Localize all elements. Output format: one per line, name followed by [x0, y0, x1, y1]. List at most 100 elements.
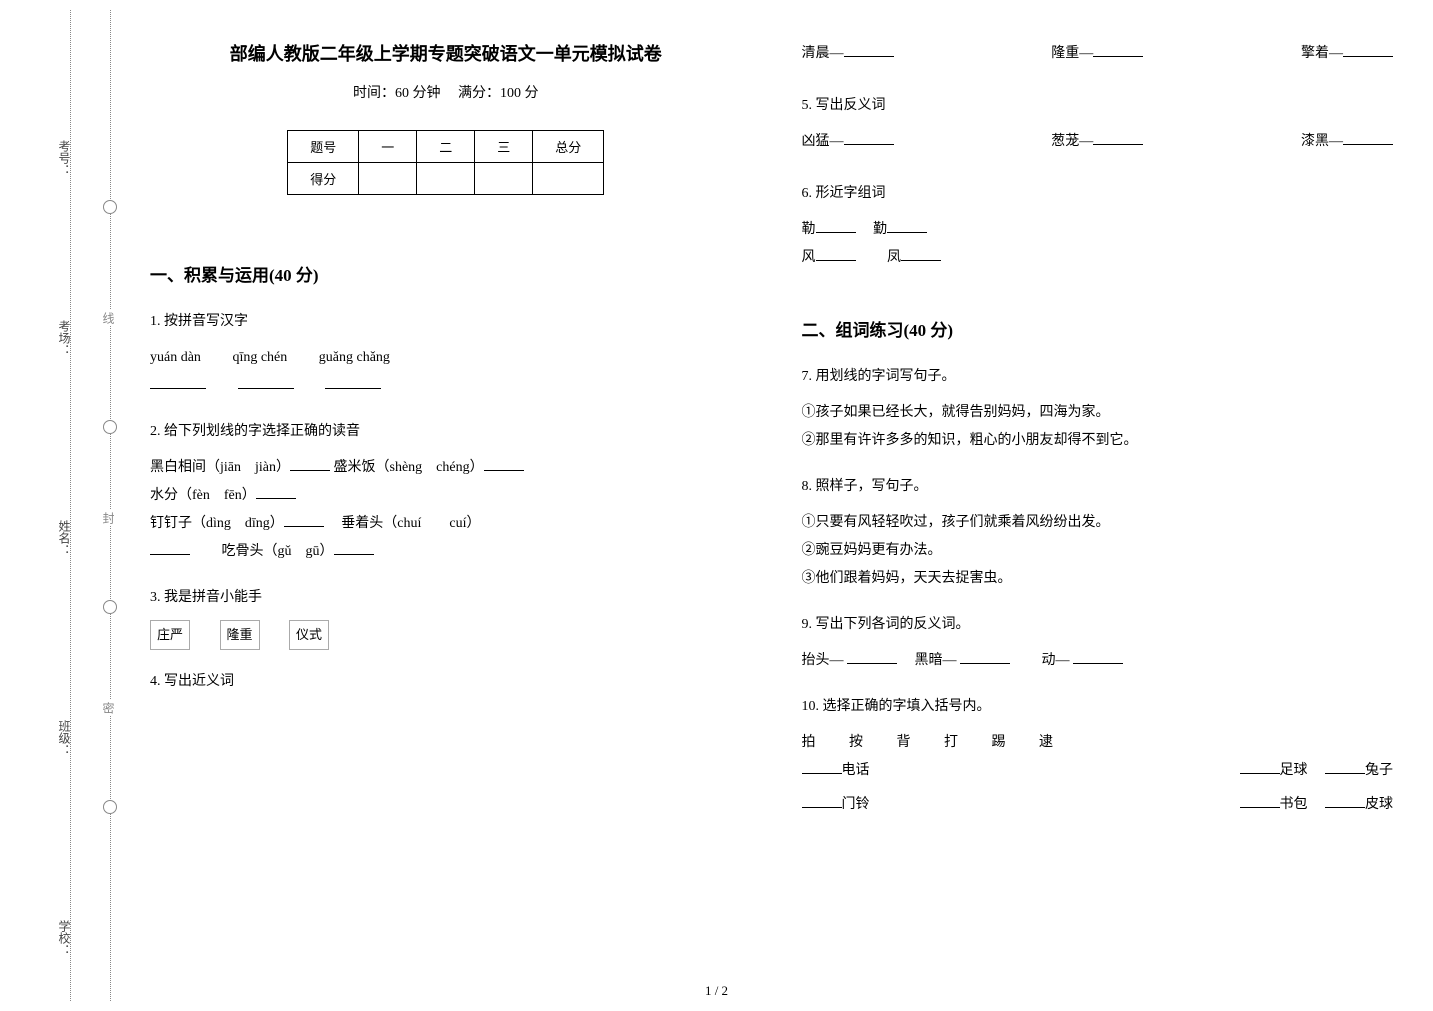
answer-blank	[1093, 131, 1143, 145]
question-4-items: 清晨— 隆重— 擎着—	[802, 40, 1394, 74]
q7-title: 7. 用划线的字词写句子。	[802, 363, 1394, 391]
answer-blank	[1240, 760, 1280, 774]
q6-char: 勒	[802, 222, 816, 237]
answer-blank	[901, 247, 941, 261]
seal-label: 密	[100, 700, 117, 716]
score-row-label: 得分	[288, 163, 359, 195]
q10-char: 背	[897, 729, 911, 757]
q6-char: 凤	[887, 250, 901, 265]
question-3: 3. 我是拼音小能手 庄严 隆重 仪式	[150, 584, 742, 650]
binding-circle	[103, 600, 117, 614]
answer-blank	[150, 541, 190, 555]
q10-char-bank: 拍 按 背 打 踢 逮	[802, 729, 1394, 757]
score-cell	[533, 163, 604, 195]
q10-word: 门铃	[842, 797, 870, 812]
answer-blank	[844, 131, 894, 145]
question-2: 2. 给下列划线的字选择正确的读音 黑白相间（jiān jiàn） 盛米饭（sh…	[150, 418, 742, 566]
answer-blank	[1343, 131, 1393, 145]
answer-blank	[1325, 760, 1365, 774]
q10-word: 电话	[842, 763, 870, 778]
left-column: 部编人教版二年级上学期专题突破语文一单元模拟试卷 时间：60 分钟 满分：100…	[150, 40, 742, 971]
score-col: 总分	[533, 131, 604, 163]
q4-item: 清晨—	[802, 46, 844, 61]
q10-title: 10. 选择正确的字填入括号内。	[802, 693, 1394, 721]
binding-circle	[103, 420, 117, 434]
field-school: 学校：	[56, 920, 73, 956]
binding-circle	[103, 800, 117, 814]
q4-item: 隆重—	[1051, 46, 1093, 61]
table-row: 得分	[288, 163, 604, 195]
answer-blank	[802, 760, 842, 774]
section-2-heading: 二、组词练习(40 分)	[802, 316, 1394, 341]
q8-line: ③他们跟着妈妈，天天去捉害虫。	[802, 565, 1394, 593]
q2-item: 吃骨头（gǔ gū）	[222, 544, 334, 559]
exam-title: 部编人教版二年级上学期专题突破语文一单元模拟试卷	[150, 40, 742, 66]
q2-item: 垂着头（chuí cuí）	[341, 516, 480, 531]
q7-line: ②那里有许许多多的知识，粗心的小朋友却得不到它。	[802, 427, 1394, 455]
answer-blank	[325, 375, 381, 389]
score-cell	[417, 163, 475, 195]
answer-blank	[334, 541, 374, 555]
page-number: 1 / 2	[0, 983, 1433, 999]
question-9: 9. 写出下列各词的反义词。 抬头— 黑暗— 动—	[802, 611, 1394, 675]
question-7: 7. 用划线的字词写句子。 ①孩子如果已经长大，就得告别妈妈，四海为家。 ②那里…	[802, 363, 1394, 455]
answer-blank	[1093, 43, 1143, 57]
answer-blank	[816, 219, 856, 233]
seal-label: 线	[100, 310, 117, 326]
score-col: 一	[359, 131, 417, 163]
field-name: 姓名：	[56, 520, 73, 556]
answer-blank	[150, 375, 206, 389]
answer-blank	[284, 513, 324, 527]
answer-blank	[960, 650, 1010, 664]
q2-item: 钉钉子（dìng dīng）	[150, 516, 284, 531]
field-id: 考号：	[56, 140, 73, 176]
q10-char: 逮	[1039, 729, 1053, 757]
question-6: 6. 形近字组词 勒 勤 风 凤	[802, 180, 1394, 272]
q5-title: 5. 写出反义词	[802, 92, 1394, 120]
q3-word: 隆重	[220, 620, 260, 650]
score-cell	[359, 163, 417, 195]
question-10: 10. 选择正确的字填入括号内。 拍 按 背 打 踢 逮 电话 足球 兔子 门铃…	[802, 693, 1394, 825]
question-4: 4. 写出近义词	[150, 668, 742, 704]
answer-blank	[1073, 650, 1123, 664]
score-table: 题号 一 二 三 总分 得分	[287, 130, 604, 195]
field-room: 考场：	[56, 320, 73, 356]
score-col: 二	[417, 131, 475, 163]
q9-item: 动—	[1042, 653, 1070, 668]
q10-word: 足球	[1280, 763, 1308, 778]
q3-word: 仪式	[289, 620, 329, 650]
score-col: 题号	[288, 131, 359, 163]
q3-word: 庄严	[150, 620, 190, 650]
answer-blank	[484, 457, 524, 471]
right-column: 清晨— 隆重— 擎着— 5. 写出反义词 凶猛— 葱茏— 漆黑— 6. 形近字组…	[802, 40, 1394, 971]
answer-blank	[238, 375, 294, 389]
q2-title: 2. 给下列划线的字选择正确的读音	[150, 418, 742, 446]
binding-circle	[103, 200, 117, 214]
answer-blank	[1325, 794, 1365, 808]
q4-item: 擎着—	[1301, 46, 1343, 61]
q7-line: ①孩子如果已经长大，就得告别妈妈，四海为家。	[802, 399, 1394, 427]
field-class: 班级：	[56, 720, 73, 756]
answer-blank	[816, 247, 856, 261]
q8-line: ②豌豆妈妈更有办法。	[802, 537, 1394, 565]
q1-pinyin: yuán dàn	[150, 350, 201, 365]
q1-pinyin: qīng chén	[232, 350, 287, 365]
answer-blank	[802, 794, 842, 808]
answer-blank	[290, 457, 330, 471]
exam-subtitle: 时间：60 分钟 满分：100 分	[150, 82, 742, 102]
q10-char: 打	[944, 729, 958, 757]
answer-blank	[887, 219, 927, 233]
q2-item: 水分（fèn fēn）	[150, 488, 256, 503]
q8-title: 8. 照样子，写句子。	[802, 473, 1394, 501]
q6-char: 风	[802, 250, 816, 265]
q10-char: 拍	[802, 729, 816, 757]
score-cell	[475, 163, 533, 195]
exam-fullscore: 满分：100 分	[458, 86, 539, 101]
table-row: 题号 一 二 三 总分	[288, 131, 604, 163]
q3-title: 3. 我是拼音小能手	[150, 584, 742, 612]
question-5: 5. 写出反义词 凶猛— 葱茏— 漆黑—	[802, 92, 1394, 162]
answer-blank	[847, 650, 897, 664]
score-col: 三	[475, 131, 533, 163]
q2-item: 黑白相间（jiān jiàn）	[150, 460, 290, 475]
q5-item: 葱茏—	[1051, 134, 1093, 149]
